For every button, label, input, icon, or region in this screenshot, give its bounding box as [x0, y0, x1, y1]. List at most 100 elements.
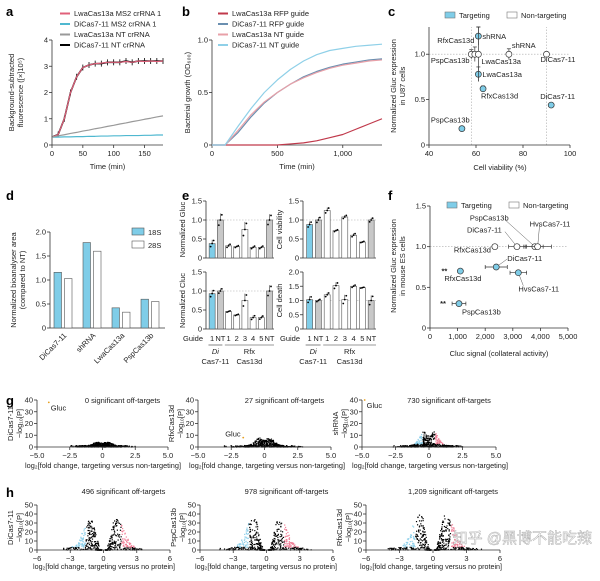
data-point — [420, 443, 422, 445]
data-point — [260, 438, 262, 441]
data-point — [74, 445, 76, 447]
y-tick-label: 0.5 — [289, 235, 299, 244]
data-point — [255, 521, 257, 524]
data-point — [88, 542, 90, 544]
bar — [151, 301, 160, 329]
data-point — [446, 538, 449, 540]
data-point — [71, 445, 73, 447]
data-point — [238, 543, 240, 545]
data-point — [256, 548, 258, 550]
replicate-dot — [260, 246, 263, 249]
y-tick-label: 1.0 — [289, 296, 299, 305]
y-tick-label: 0 — [29, 443, 33, 452]
data-point — [269, 441, 271, 443]
data-point — [90, 525, 92, 527]
data-point — [87, 535, 89, 537]
data-point — [442, 545, 444, 547]
data-point — [127, 538, 129, 540]
data-point — [412, 547, 414, 550]
bar — [208, 243, 216, 259]
data-point — [251, 545, 253, 547]
data-point — [432, 445, 434, 447]
data-point — [116, 546, 118, 548]
data-point — [277, 528, 279, 530]
data-point — [277, 539, 279, 541]
data-point — [262, 444, 264, 447]
data-point — [413, 544, 415, 546]
data-point — [279, 445, 281, 447]
data-point — [122, 538, 124, 540]
data-point — [418, 540, 420, 542]
data-point — [109, 442, 112, 444]
bar — [332, 285, 340, 330]
data-point — [424, 439, 426, 442]
data-point — [442, 539, 444, 541]
point-label: shRNA — [482, 32, 506, 41]
y-tick-label: 2.0 — [289, 268, 299, 277]
data-point — [456, 543, 459, 546]
data-point — [423, 438, 426, 440]
legend-swatch — [446, 201, 458, 209]
y-tick-label: 0 — [190, 443, 194, 452]
data-point — [91, 544, 93, 547]
y-tick-label: 1.0 — [192, 287, 202, 296]
bar — [350, 234, 357, 259]
data-point — [439, 547, 441, 549]
replicate-dot — [333, 230, 336, 233]
y-axis-label: fluorescence ([×]10⁵) — [16, 57, 25, 127]
data-point — [391, 547, 393, 549]
data-point — [271, 444, 274, 446]
data-point — [96, 444, 98, 446]
data-point — [246, 548, 248, 551]
data-point — [259, 547, 262, 549]
data-point — [92, 443, 95, 445]
data-point — [247, 524, 250, 526]
data-point — [107, 547, 110, 549]
data-point — [286, 548, 288, 550]
data-point — [286, 529, 288, 531]
x-tick-label: 4,000 — [531, 332, 550, 341]
data-point — [280, 533, 282, 536]
data-point — [90, 537, 92, 539]
guide-row-label: Guide — [183, 334, 203, 343]
data-point — [279, 548, 281, 550]
data-point — [276, 530, 278, 532]
data-point — [424, 539, 426, 541]
data-point — [433, 438, 435, 440]
data-point — [443, 544, 446, 547]
data-point — [399, 445, 402, 447]
data-point — [438, 439, 440, 441]
data-point — [111, 443, 114, 445]
data-point — [297, 546, 299, 548]
guide-label: 1 — [325, 334, 329, 343]
panel-label-g: g — [6, 393, 14, 408]
data-point — [239, 547, 241, 550]
data-point — [448, 534, 450, 536]
y-tick-label: 0 — [198, 254, 202, 263]
legend-label: LwaCas13a MS2 crRNA 1 — [74, 9, 161, 18]
data-point — [115, 525, 117, 527]
replicate-dot — [226, 311, 228, 314]
data-point — [273, 534, 275, 536]
data-point — [274, 534, 276, 536]
data-point — [245, 548, 247, 550]
data-point — [412, 546, 415, 548]
data-point — [103, 443, 105, 445]
data-point — [249, 547, 251, 549]
data-point — [294, 546, 296, 548]
data-point — [441, 442, 444, 445]
data-point — [83, 544, 85, 547]
data-point — [295, 547, 297, 549]
data-point — [242, 548, 244, 550]
data-point — [126, 540, 128, 542]
data-point — [88, 547, 90, 549]
significance-label: ** — [442, 267, 448, 276]
data-point — [399, 547, 401, 549]
data-point — [280, 543, 282, 545]
data-point — [414, 445, 416, 447]
data-point — [250, 536, 252, 538]
data-point — [422, 525, 424, 527]
data-point — [389, 547, 391, 549]
data-point — [254, 440, 256, 443]
